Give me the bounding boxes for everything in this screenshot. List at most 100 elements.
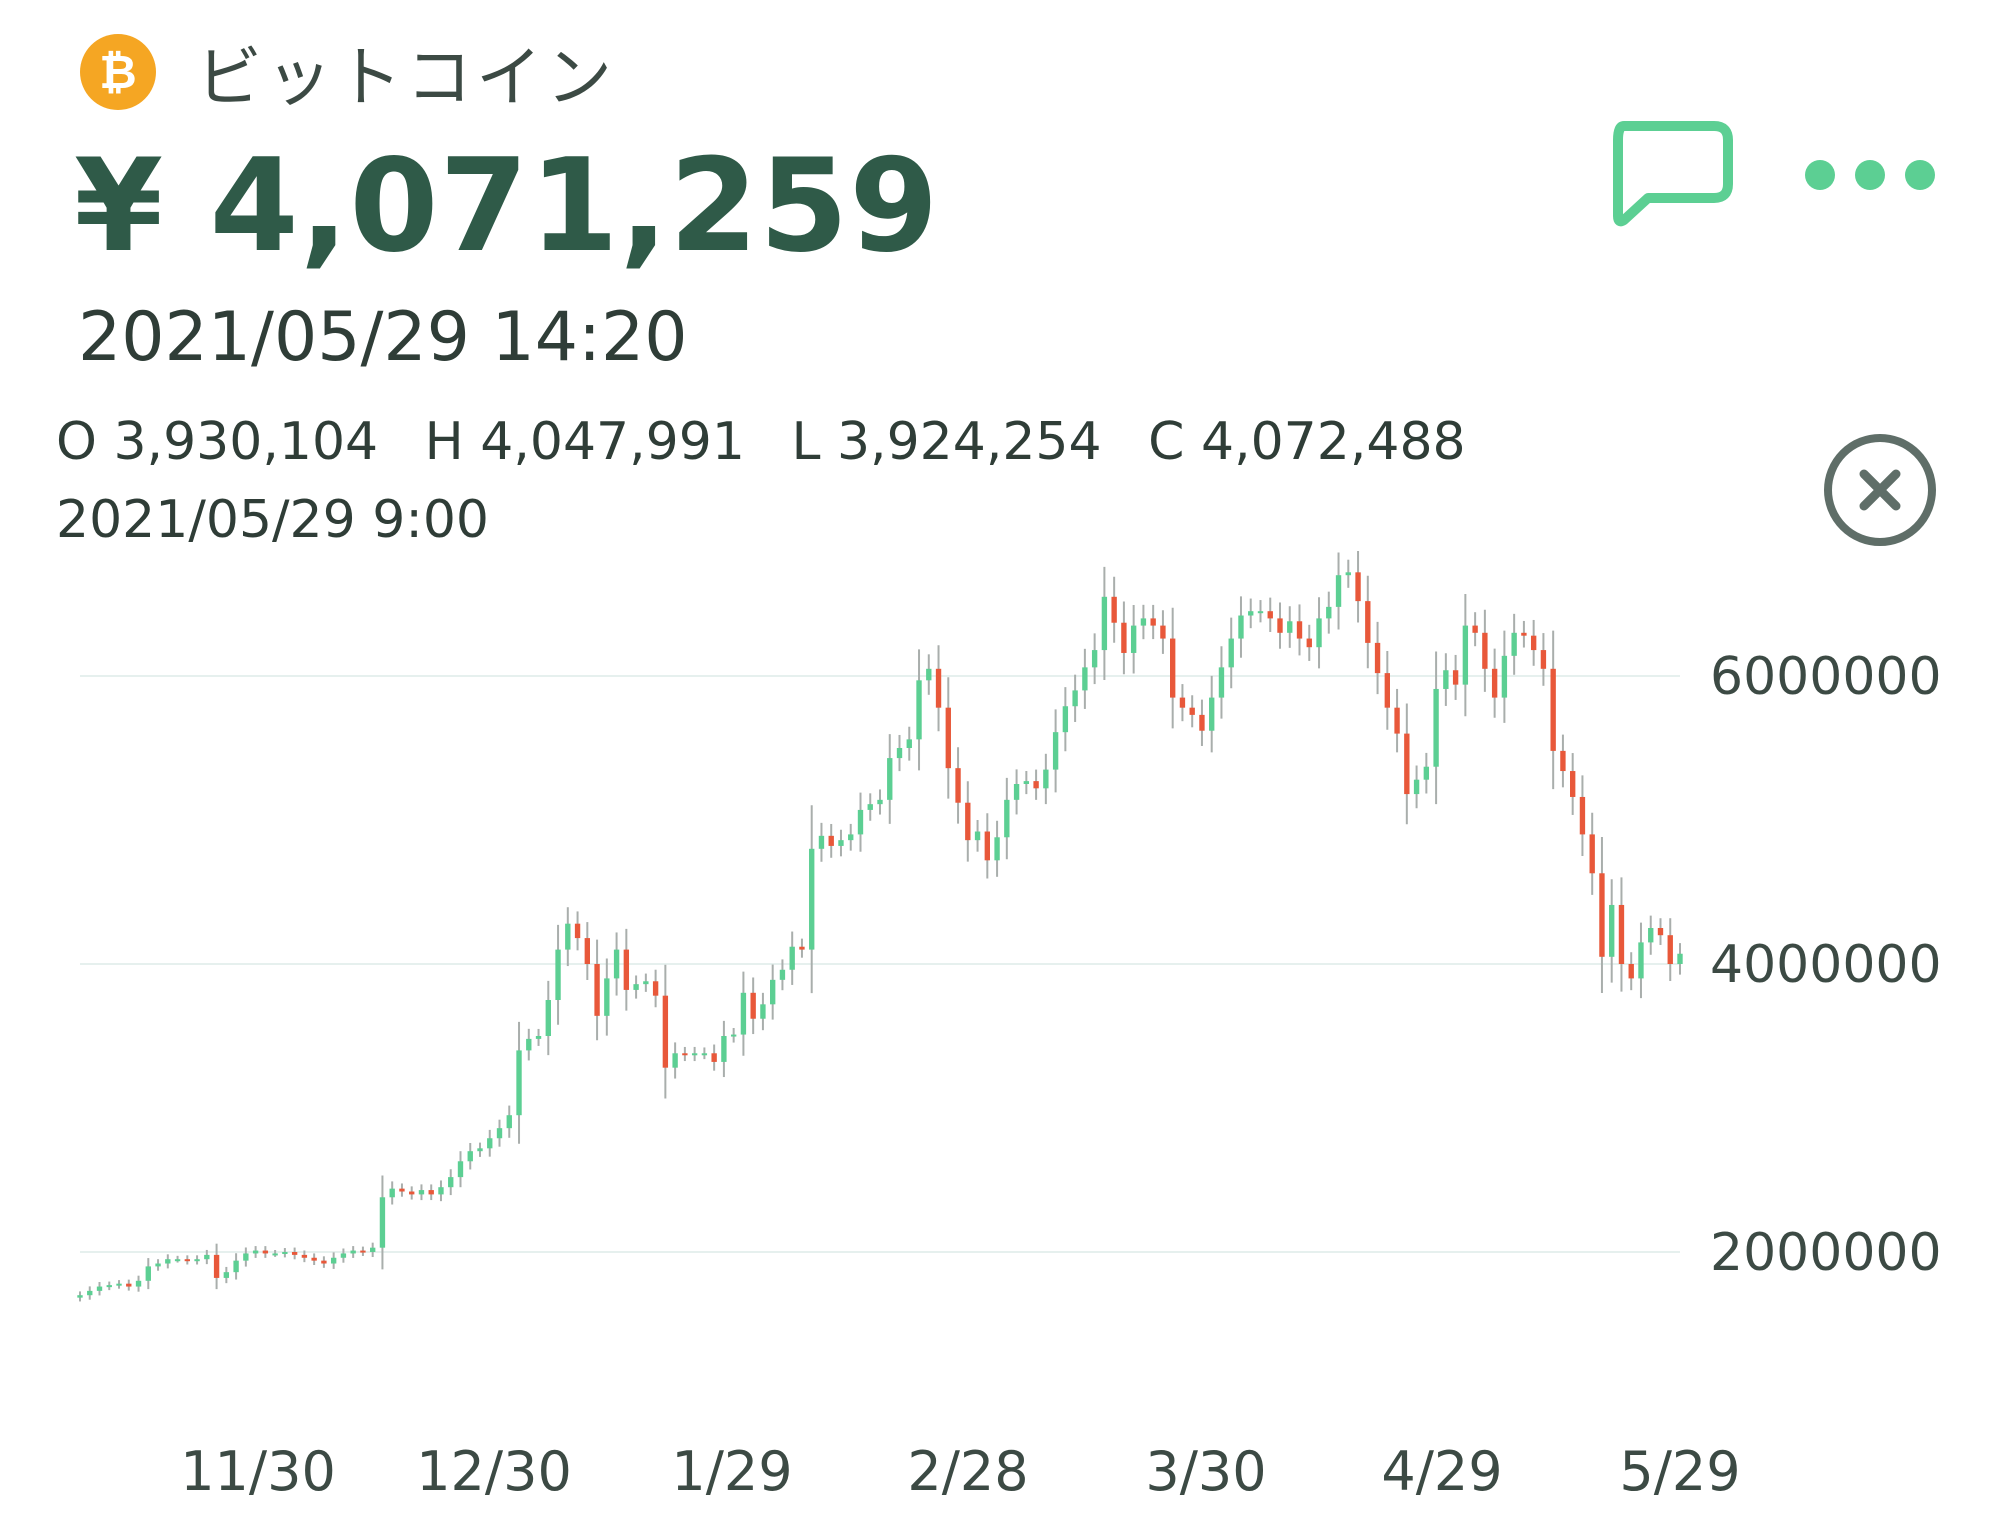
candle-down (1277, 618, 1283, 633)
candle-down (360, 1250, 366, 1253)
candle-up (857, 809, 864, 835)
candle-up (1218, 667, 1225, 698)
candle-down (1189, 707, 1195, 715)
candle-down (1491, 668, 1498, 698)
candle-up (516, 1050, 522, 1116)
candle-up (155, 1263, 161, 1267)
candle-up (477, 1148, 483, 1152)
candle-up (730, 1034, 737, 1037)
y-tick-label: 2000000 (1710, 1223, 1942, 1283)
candle-up (1433, 688, 1439, 767)
candle-up (1345, 572, 1351, 576)
bitcoin-logo-icon: ₿ (80, 34, 156, 110)
candle-up (740, 992, 747, 1035)
candle-down (594, 964, 600, 1016)
candle-down (1540, 650, 1547, 669)
candle-up (135, 1280, 142, 1287)
candle-up (496, 1128, 503, 1139)
ohlc-high: H 4,047,991 (424, 412, 745, 472)
candle-down (1384, 673, 1390, 708)
candle-down (662, 995, 669, 1068)
candle-up (526, 1038, 532, 1051)
candle-up (1609, 904, 1615, 957)
candle-up (1101, 596, 1108, 651)
candle-down (1111, 596, 1117, 623)
ohlc-open: O 3,930,104 (56, 412, 379, 472)
candle-up (916, 680, 922, 740)
candle-up (1238, 615, 1244, 639)
candle-up (467, 1151, 473, 1162)
candle-up (165, 1259, 171, 1264)
candle-up (340, 1253, 347, 1258)
candle-down (409, 1191, 415, 1195)
coin-name: ビットコイン (196, 39, 616, 116)
candle-down (1657, 928, 1664, 936)
y-tick-label: 6000000 (1710, 647, 1942, 707)
y-tick-label: 4000000 (1710, 935, 1942, 995)
candle-up (848, 834, 854, 841)
candle-up (1648, 928, 1654, 943)
candle-up (565, 923, 571, 950)
candle-up (1462, 625, 1469, 685)
candle-down (1296, 621, 1303, 639)
candle-up (252, 1250, 259, 1254)
candle-down (828, 835, 834, 846)
candle-up (1413, 779, 1420, 795)
comment-button[interactable] (1604, 120, 1734, 230)
candle-up (1326, 606, 1332, 619)
candle-up (77, 1295, 83, 1298)
candle-up (643, 981, 649, 985)
candle-up (457, 1161, 464, 1178)
candle-up (116, 1283, 122, 1286)
candle-up (672, 1053, 678, 1068)
candle-down (1306, 638, 1312, 648)
candle-up (555, 949, 561, 1000)
candle-up (1443, 670, 1449, 689)
candle-down (652, 981, 659, 996)
x-tick-label: 12/30 (416, 1440, 572, 1503)
candle-up (223, 1272, 230, 1278)
candle-up (779, 969, 786, 980)
candle-up (1287, 621, 1293, 633)
candle-up (145, 1266, 151, 1281)
candle-up (633, 984, 639, 990)
candle-up (389, 1188, 395, 1198)
candle-down (1550, 668, 1556, 751)
candle-up (887, 758, 893, 800)
candle-down (1404, 733, 1410, 795)
candle-up (506, 1115, 512, 1129)
candle-down (1599, 873, 1605, 957)
candle-down (1160, 625, 1166, 639)
candle-down (1521, 632, 1527, 636)
candle-up (96, 1286, 103, 1291)
candle-down (574, 923, 581, 939)
close-button[interactable] (1820, 430, 1940, 550)
candle-down (623, 949, 630, 990)
candle-up (994, 837, 1000, 861)
candle-down (965, 802, 971, 841)
candle-up (1335, 575, 1342, 607)
candle-down (955, 768, 961, 803)
candle-up (1228, 638, 1234, 668)
candle-up (1677, 953, 1683, 964)
candle-down (291, 1252, 298, 1255)
close-circle-icon (1824, 434, 1936, 546)
candle-down (126, 1283, 132, 1287)
candle-down (1179, 697, 1186, 708)
candle-down (711, 1053, 717, 1062)
candle-down (750, 992, 756, 1019)
candle-down (1199, 714, 1205, 731)
candle-up (613, 949, 620, 979)
candle-up (545, 1000, 551, 1036)
candle-down (1618, 904, 1625, 964)
more-button[interactable] (1800, 150, 1940, 200)
candle-up (691, 1053, 698, 1056)
candle-timestamp: 2021/05/29 9:00 (56, 490, 490, 550)
candle-up (1072, 690, 1078, 707)
candle-down (213, 1254, 220, 1278)
candle-up (1423, 766, 1430, 780)
candle-up (1013, 784, 1020, 800)
x-tick-label: 1/29 (671, 1440, 792, 1503)
candle-up (974, 831, 981, 841)
